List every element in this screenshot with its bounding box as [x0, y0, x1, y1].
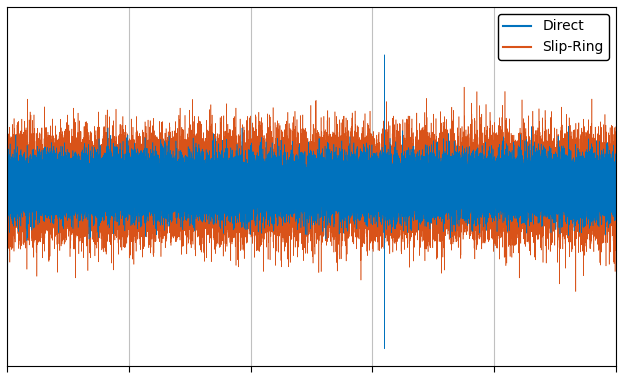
- Slip-Ring: [612, 215, 620, 220]
- Direct: [381, 53, 388, 57]
- Slip-Ring: [150, 167, 157, 172]
- Direct: [612, 205, 620, 210]
- Slip-Ring: [237, 176, 244, 181]
- Slip-Ring: [45, 220, 52, 224]
- Direct: [334, 163, 341, 167]
- Slip-Ring: [334, 147, 341, 152]
- Slip-Ring: [460, 85, 468, 89]
- Direct: [45, 177, 52, 181]
- Legend: Direct, Slip-Ring: Direct, Slip-Ring: [498, 14, 609, 60]
- Direct: [455, 185, 463, 190]
- Line: Slip-Ring: Slip-Ring: [7, 87, 616, 291]
- Slip-Ring: [370, 194, 378, 199]
- Direct: [150, 178, 157, 183]
- Direct: [370, 181, 378, 186]
- Line: Direct: Direct: [7, 55, 616, 349]
- Direct: [381, 347, 388, 351]
- Slip-Ring: [572, 289, 579, 294]
- Direct: [237, 175, 244, 180]
- Slip-Ring: [3, 138, 11, 142]
- Slip-Ring: [455, 149, 463, 154]
- Direct: [3, 200, 11, 204]
